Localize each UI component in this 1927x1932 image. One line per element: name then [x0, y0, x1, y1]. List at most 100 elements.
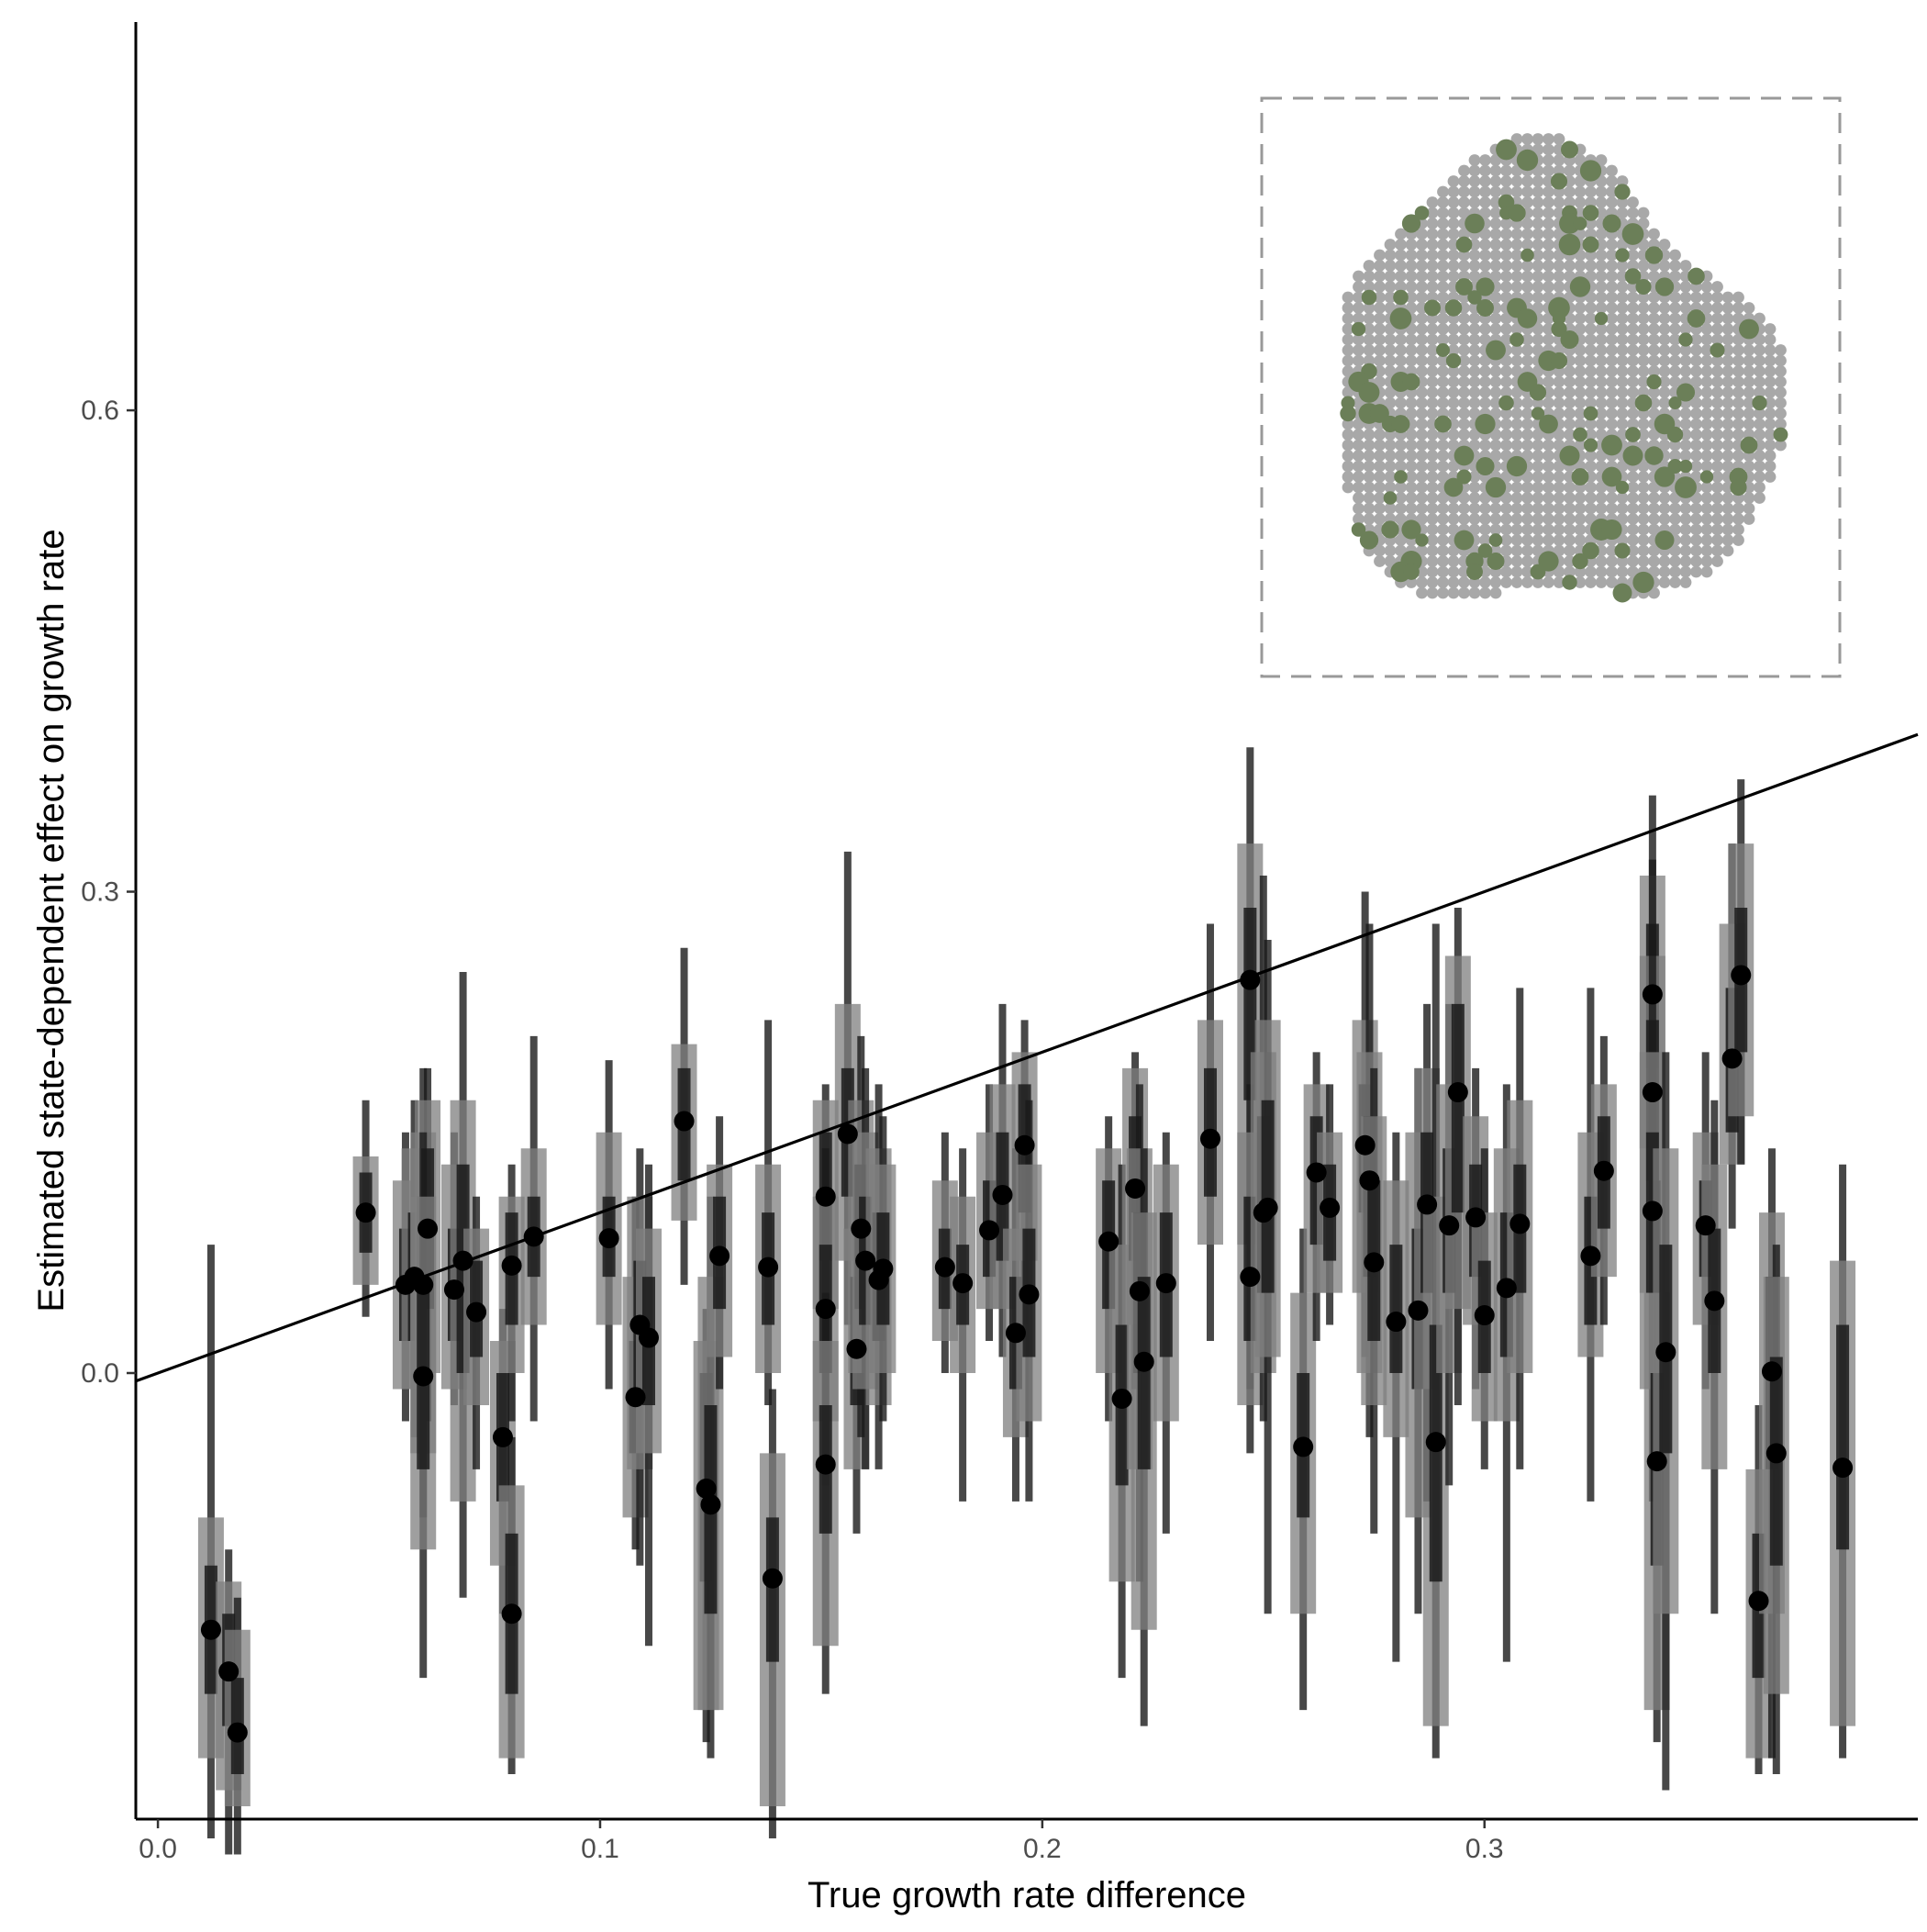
- inset-spot: [1606, 375, 1618, 388]
- inset-spot: [1553, 460, 1565, 473]
- data-point: [1646, 1451, 1667, 1472]
- inset-spot: [1711, 302, 1723, 314]
- inset-spot: [1395, 450, 1407, 462]
- inset-spot: [1711, 323, 1723, 335]
- data-point: [851, 1218, 872, 1239]
- inset-spot: [1553, 396, 1565, 409]
- inset-spot: [1606, 312, 1618, 325]
- inset-spot: [1458, 386, 1470, 398]
- inset-spot: [1543, 218, 1554, 229]
- inset-spot: [1489, 576, 1502, 588]
- inset-spot: [1775, 365, 1787, 377]
- inset-spot: [1585, 302, 1597, 314]
- inset-spot: [1489, 228, 1502, 240]
- inset-highlight-spot: [1582, 205, 1599, 221]
- inset-spot: [1500, 418, 1512, 430]
- inset-spot: [1458, 333, 1470, 346]
- inset-spot: [1637, 513, 1650, 525]
- inset-spot: [1447, 239, 1460, 251]
- inset-spot: [1595, 354, 1608, 367]
- inset-spot: [1384, 471, 1397, 483]
- data-point: [979, 1220, 1000, 1241]
- inset-spot: [1458, 207, 1470, 219]
- inset-spot: [1532, 323, 1544, 335]
- inset-spot: [1521, 408, 1533, 419]
- inset-spot: [1510, 576, 1523, 588]
- inset-highlight-spot: [1506, 455, 1528, 477]
- inset-spot: [1637, 471, 1650, 483]
- inset-spot: [1416, 323, 1428, 335]
- inset-spot: [1500, 281, 1512, 293]
- inset-highlight-spot: [1454, 530, 1475, 551]
- inset-spot: [1426, 270, 1439, 283]
- inset-spot: [1690, 365, 1702, 377]
- inset-spot: [1564, 408, 1576, 419]
- inset-spot: [1468, 523, 1481, 536]
- inset-spot: [1521, 270, 1533, 283]
- inset-spot: [1342, 450, 1354, 462]
- inset-spot: [1510, 544, 1523, 557]
- inset-spot: [1690, 429, 1702, 441]
- inset-spot: [1458, 513, 1470, 525]
- inset-spot: [1700, 408, 1713, 419]
- point-estimates: [200, 965, 1854, 1743]
- inset-spot: [1764, 408, 1777, 419]
- inset-spot: [1627, 375, 1639, 388]
- inset-spot: [1627, 544, 1639, 557]
- data-point: [1474, 1305, 1495, 1326]
- inset-spot: [1532, 481, 1544, 494]
- inset-spot: [1553, 281, 1565, 293]
- inset-spot: [1532, 270, 1544, 283]
- inset-spot: [1342, 386, 1354, 398]
- inset-spot: [1532, 460, 1544, 473]
- inset-spot: [1616, 418, 1629, 430]
- inset-spot: [1775, 354, 1787, 367]
- data-point: [1293, 1436, 1314, 1457]
- inset-spot: [1489, 386, 1502, 398]
- inset-spot: [1700, 375, 1713, 388]
- inset-spot: [1679, 544, 1692, 557]
- inset-spot: [1468, 396, 1481, 409]
- inset-spot: [1690, 439, 1702, 452]
- inset-highlight-spot: [1572, 553, 1588, 570]
- inset-spot: [1595, 185, 1608, 198]
- inset-spot: [1426, 565, 1439, 578]
- inset-spot: [1574, 513, 1587, 525]
- inset-spot: [1395, 544, 1407, 557]
- inset-spot: [1479, 239, 1491, 251]
- inset-spot: [1669, 576, 1681, 588]
- inset-spot: [1510, 239, 1523, 251]
- inset-spot: [1510, 418, 1523, 430]
- inset-spot: [1468, 429, 1481, 441]
- inset-spot: [1648, 312, 1660, 325]
- inset-spot: [1690, 450, 1702, 462]
- inset-spot: [1637, 323, 1650, 335]
- inset-spot: [1510, 228, 1523, 240]
- inset-spot: [1447, 185, 1460, 198]
- inset-spot: [1711, 492, 1723, 504]
- data-point: [1721, 1048, 1743, 1069]
- inset-spot: [1754, 481, 1765, 494]
- inset-spot: [1521, 396, 1533, 409]
- data-point: [762, 1568, 783, 1589]
- inset-spot: [1595, 302, 1608, 314]
- inset-highlighted-spots: [1340, 139, 1788, 603]
- inset-spot: [1363, 502, 1376, 515]
- inset-spot: [1521, 291, 1533, 304]
- inset-spot: [1553, 408, 1565, 419]
- inset-spot: [1532, 218, 1544, 229]
- inset-spot: [1627, 502, 1639, 515]
- inset-spot: [1416, 333, 1428, 346]
- inset-spot: [1510, 175, 1523, 187]
- inset-spot: [1564, 185, 1576, 198]
- inset-spot: [1458, 228, 1470, 240]
- inset-spot: [1468, 175, 1481, 187]
- inset-spot: [1342, 481, 1354, 494]
- inset-spot: [1489, 429, 1502, 441]
- inset-spot: [1627, 196, 1639, 208]
- inset-spot: [1437, 196, 1449, 208]
- inset-spot: [1395, 502, 1407, 515]
- data-point: [1014, 1134, 1035, 1156]
- inset-spot: [1426, 586, 1439, 599]
- inset-spot: [1468, 239, 1481, 251]
